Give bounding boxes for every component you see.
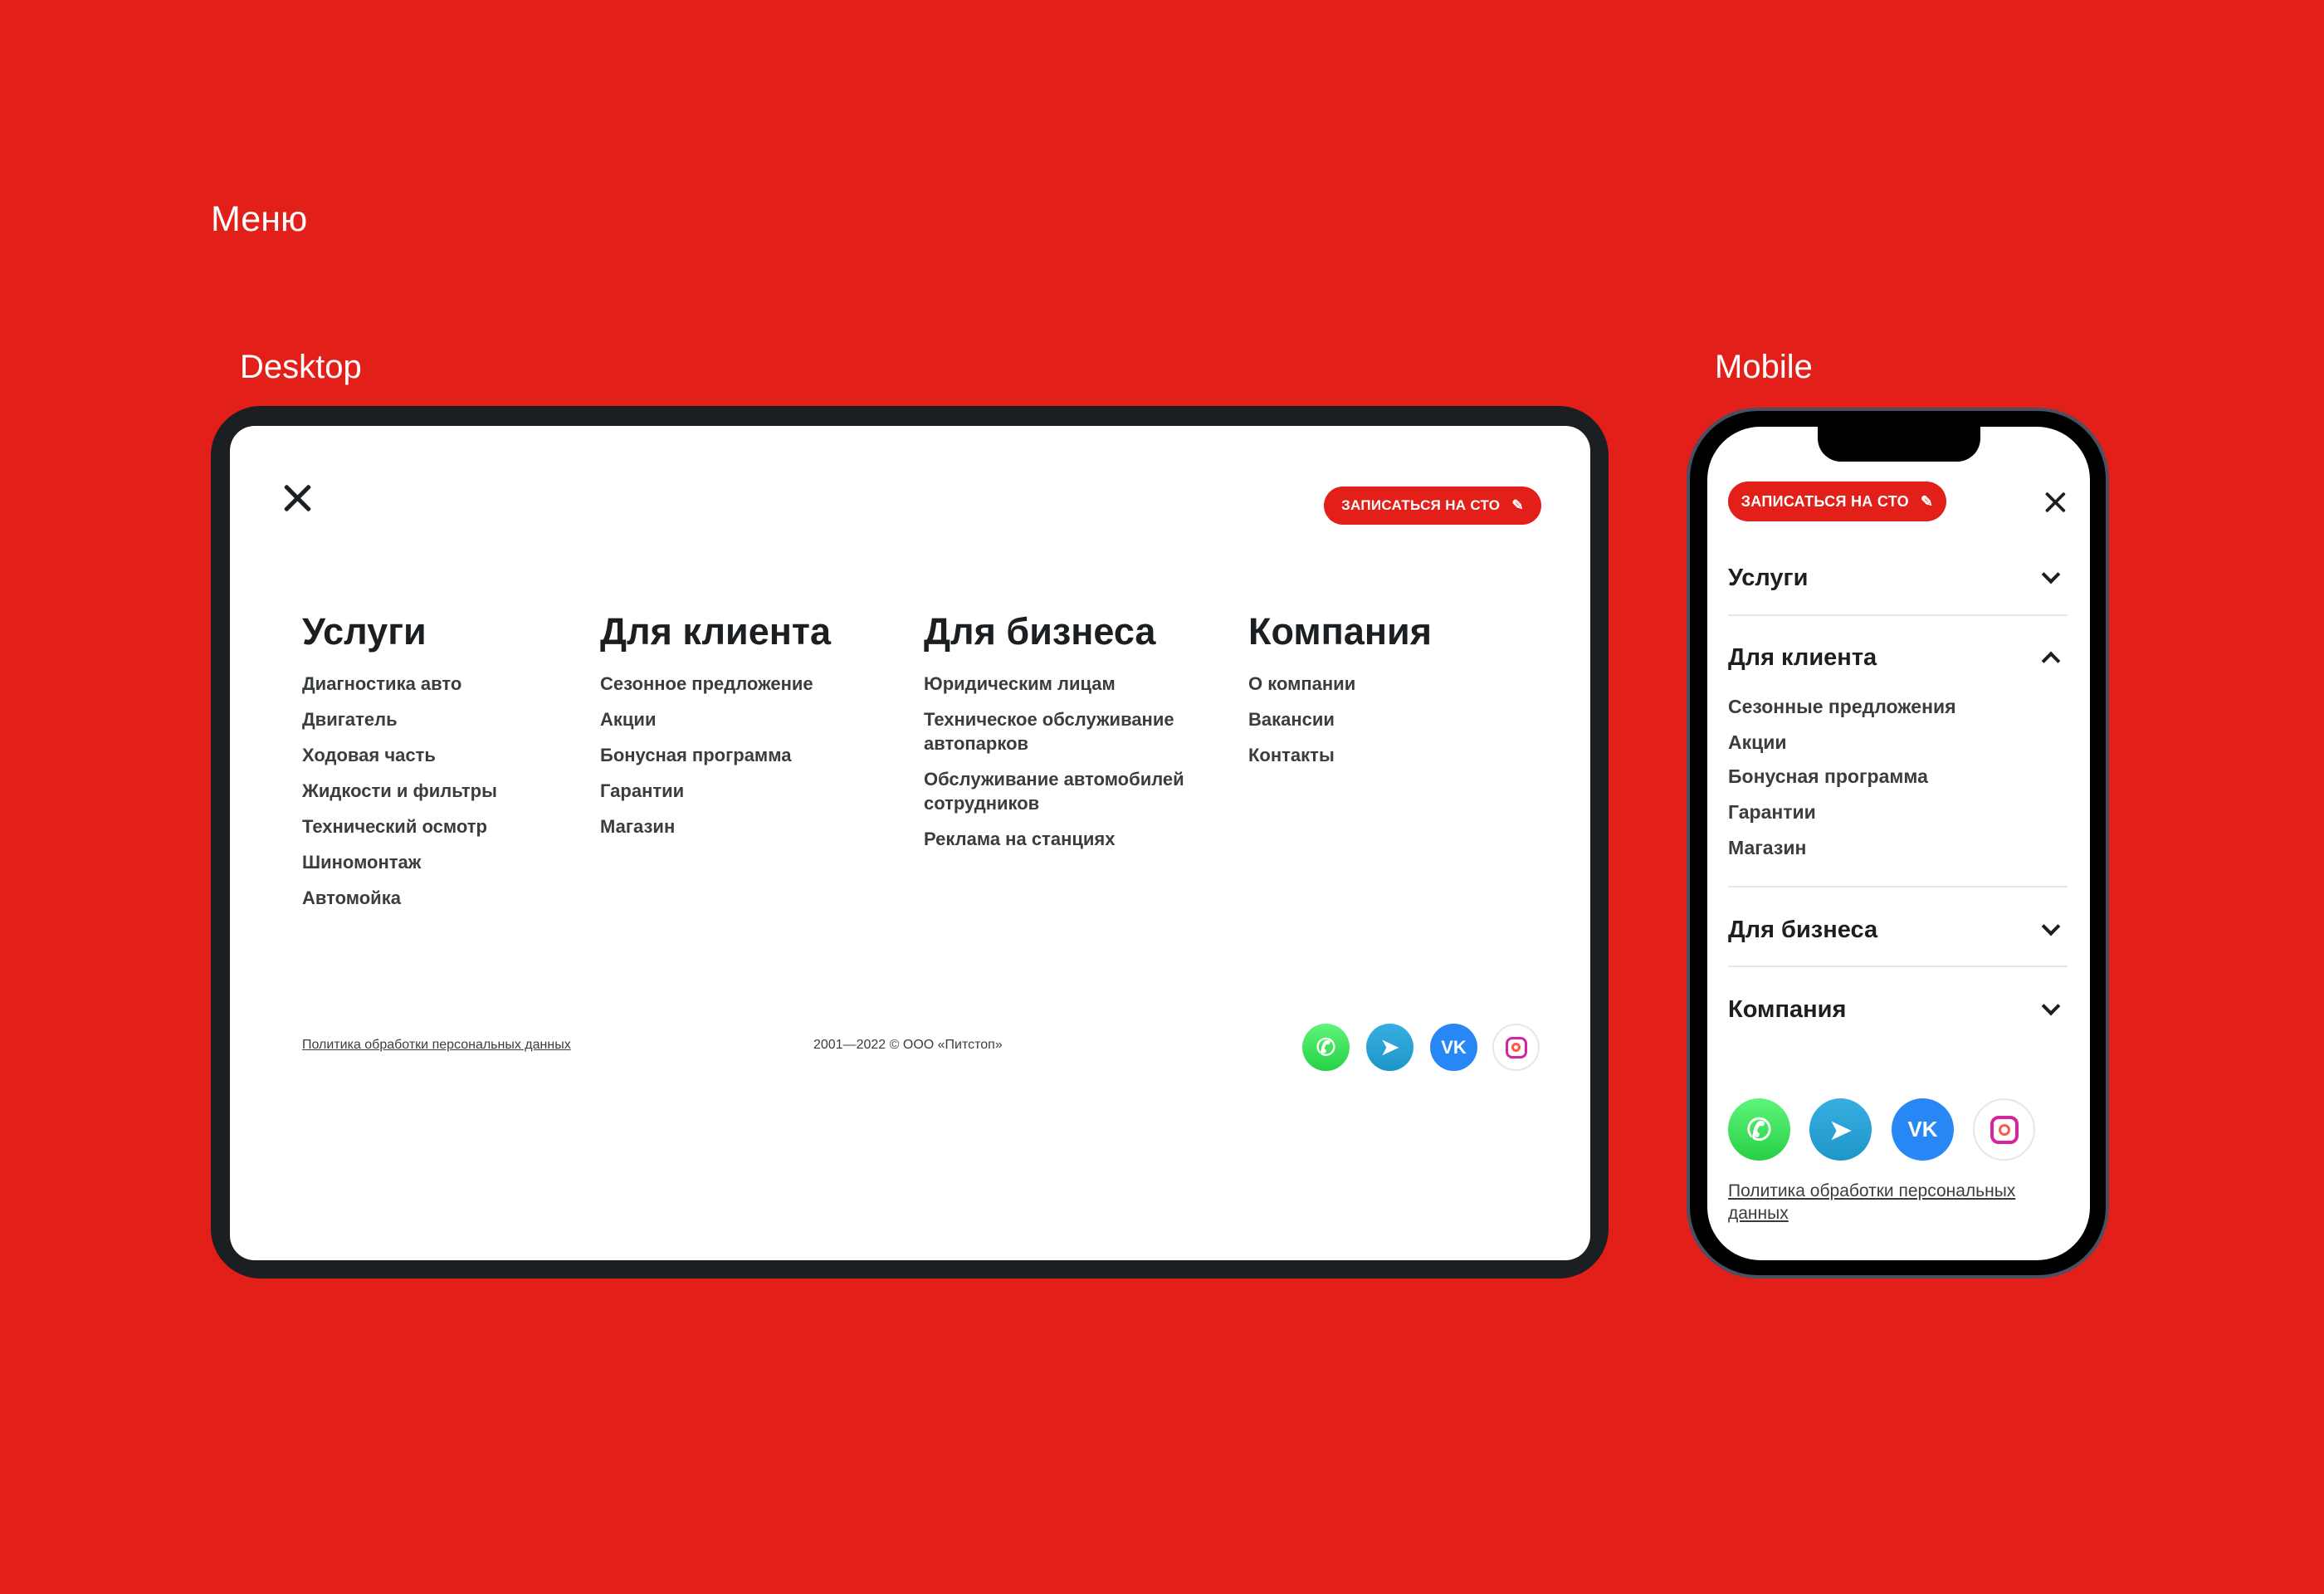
- chevron-down-icon: [2041, 917, 2061, 936]
- mobile-label: Mobile: [1715, 349, 1813, 385]
- accordion-business[interactable]: Для бизнеса: [1728, 909, 2068, 951]
- vk-icon[interactable]: VK: [1892, 1098, 1954, 1161]
- copyright: 2001—2022 © ООО «Питстоп»: [813, 1038, 1003, 1052]
- phone-frame: ЗАПИСАТЬСЯ НА СТО ✎ Услуги Для клиента Се…: [1687, 408, 2109, 1279]
- section-title: Для бизнеса: [1728, 916, 1878, 943]
- menu-link[interactable]: Ходовая часть: [302, 745, 436, 765]
- column-title: Для бизнеса: [924, 610, 1156, 653]
- column-title: Для клиента: [600, 610, 831, 653]
- menu-link[interactable]: Бонусная программа: [1728, 765, 1928, 787]
- divider: [1728, 614, 2068, 616]
- menu-column-services: Услуги Диагностика авто Двигатель Ходовая …: [302, 610, 497, 922]
- column-title: Компания: [1248, 610, 1432, 653]
- section-title: Компания: [1728, 995, 1847, 1023]
- menu-link[interactable]: Техническое обслуживание автопарков: [924, 709, 1174, 754]
- section-title: Для клиента: [1728, 643, 1877, 671]
- menu-column-company: Компания О компании Вакансии Контакты: [1248, 610, 1432, 779]
- menu-link[interactable]: Бонусная программа: [600, 745, 792, 765]
- menu-link[interactable]: Технический осмотр: [302, 816, 487, 837]
- privacy-policy-link[interactable]: Политика обработки персональных данных: [1728, 1181, 2016, 1223]
- mobile-menu: ЗАПИСАТЬСЯ НА СТО ✎ Услуги Для клиента Се…: [1707, 427, 2090, 1260]
- accordion-services[interactable]: Услуги: [1728, 557, 2068, 599]
- chevron-up-icon: [2041, 651, 2061, 671]
- vk-icon[interactable]: VK: [1430, 1024, 1477, 1071]
- menu-link[interactable]: Магазин: [600, 816, 676, 837]
- menu-link[interactable]: Вакансии: [1248, 709, 1335, 730]
- whatsapp-icon[interactable]: ✆: [1728, 1098, 1790, 1161]
- divider: [1728, 886, 2068, 887]
- chevron-down-icon: [2041, 996, 2061, 1016]
- tablet-frame: ЗАПИСАТЬСЯ НА СТО ✎ Услуги Диагностика ав…: [211, 406, 1609, 1279]
- menu-link[interactable]: Реклама на станциях: [924, 829, 1116, 849]
- menu-link[interactable]: Автомойка: [302, 887, 401, 908]
- menu-link[interactable]: Контакты: [1248, 745, 1335, 765]
- section-title: Услуги: [1728, 564, 1809, 591]
- close-icon[interactable]: [2044, 491, 2066, 513]
- menu-link[interactable]: Юридическим лицам: [924, 673, 1116, 694]
- pencil-icon: ✎: [1920, 492, 1934, 510]
- desktop-label: Desktop: [240, 349, 362, 385]
- menu-link[interactable]: Гарантии: [1728, 801, 1816, 823]
- privacy-policy-link[interactable]: Политика обработки персональных данных: [302, 1038, 571, 1052]
- phone-notch: [1818, 427, 1980, 462]
- divider: [1728, 966, 2068, 967]
- menu-link[interactable]: Акции: [600, 709, 657, 730]
- page-title: Меню: [211, 199, 308, 239]
- chevron-down-icon: [2041, 565, 2061, 584]
- menu-link[interactable]: Обслуживание автомобилей сотрудников: [924, 769, 1184, 814]
- menu-link[interactable]: Сезонные предложения: [1728, 696, 1956, 717]
- whatsapp-icon[interactable]: ✆: [1302, 1024, 1350, 1071]
- menu-link[interactable]: Сезонное предложение: [600, 673, 813, 694]
- menu-link[interactable]: О компании: [1248, 673, 1356, 694]
- book-service-button[interactable]: ЗАПИСАТЬСЯ НА СТО ✎: [1728, 482, 1946, 521]
- column-title: Услуги: [302, 610, 427, 653]
- instagram-icon[interactable]: [1492, 1024, 1540, 1071]
- button-label: ЗАПИСАТЬСЯ НА СТО: [1341, 497, 1501, 513]
- button-label: ЗАПИСАТЬСЯ НА СТО: [1741, 492, 1909, 510]
- menu-link[interactable]: Магазин: [1728, 837, 1807, 858]
- telegram-icon[interactable]: ➤: [1366, 1024, 1413, 1071]
- accordion-company[interactable]: Компания: [1728, 989, 2068, 1030]
- telegram-icon[interactable]: ➤: [1809, 1098, 1872, 1161]
- close-icon[interactable]: [283, 484, 311, 512]
- pencil-icon: ✎: [1511, 497, 1524, 513]
- accordion-client[interactable]: Для клиента: [1728, 637, 2068, 678]
- desktop-menu: ЗАПИСАТЬСЯ НА СТО ✎ Услуги Диагностика ав…: [230, 426, 1590, 1260]
- menu-link[interactable]: Шиномонтаж: [302, 852, 422, 873]
- menu-column-client: Для клиента Сезонное предложение Акции Бон…: [600, 610, 831, 850]
- menu-link[interactable]: Диагностика авто: [302, 673, 462, 694]
- book-service-button[interactable]: ЗАПИСАТЬСЯ НА СТО ✎: [1324, 487, 1541, 525]
- menu-link[interactable]: Акции: [1728, 731, 1787, 753]
- menu-link[interactable]: Гарантии: [600, 780, 685, 801]
- menu-link[interactable]: Жидкости и фильтры: [302, 780, 497, 801]
- menu-link[interactable]: Двигатель: [302, 709, 398, 730]
- instagram-icon[interactable]: [1973, 1098, 2035, 1161]
- menu-column-business: Для бизнеса Юридическим лицам Техническое…: [924, 610, 1198, 863]
